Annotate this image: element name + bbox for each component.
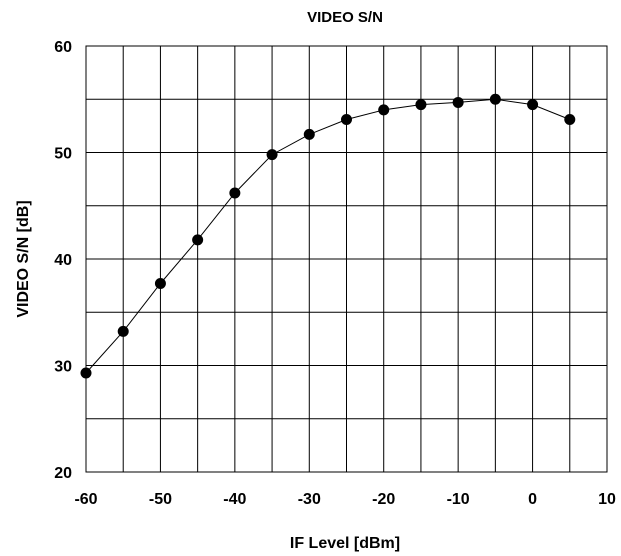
x-tick-label: -10	[447, 491, 470, 508]
grid	[86, 46, 607, 472]
x-tick-label: -40	[223, 491, 246, 508]
data-point	[341, 113, 352, 125]
y-tick-label: 50	[54, 146, 72, 163]
y-tick-label: 60	[54, 39, 72, 56]
y-tick-label: 40	[54, 252, 72, 269]
x-tick-label: 10	[598, 491, 616, 508]
chart-title: VIDEO S/N	[307, 9, 383, 26]
data-point	[192, 234, 204, 246]
data-point	[229, 187, 241, 199]
x-tick-label: -30	[298, 491, 321, 508]
data-points	[80, 93, 576, 379]
data-point	[266, 149, 278, 161]
y-tick-label: 20	[54, 465, 72, 482]
x-tick-label: -50	[149, 491, 172, 508]
data-point	[489, 93, 501, 105]
y-tick-labels: 20 30 40 50 60	[54, 39, 72, 482]
data-point	[415, 99, 427, 111]
x-tick-labels: -60 -50 -40 -30 -20 -10 0 10	[74, 491, 616, 508]
x-axis-label: IF Level [dBm]	[290, 535, 400, 552]
data-point	[80, 367, 92, 379]
data-point	[117, 325, 129, 337]
data-point	[378, 104, 390, 116]
y-tick-label: 30	[54, 359, 72, 376]
x-tick-label: -60	[74, 491, 97, 508]
data-point	[452, 96, 464, 108]
x-tick-label: 0	[528, 491, 537, 508]
data-point	[154, 277, 166, 289]
data-point	[564, 113, 576, 125]
data-point	[527, 99, 539, 111]
plot-frame	[85, 45, 608, 473]
data-point	[303, 128, 315, 140]
y-axis-label: VIDEO S/N [dB]	[15, 200, 32, 317]
x-tick-label: -20	[372, 491, 395, 508]
series-line	[85, 98, 570, 374]
